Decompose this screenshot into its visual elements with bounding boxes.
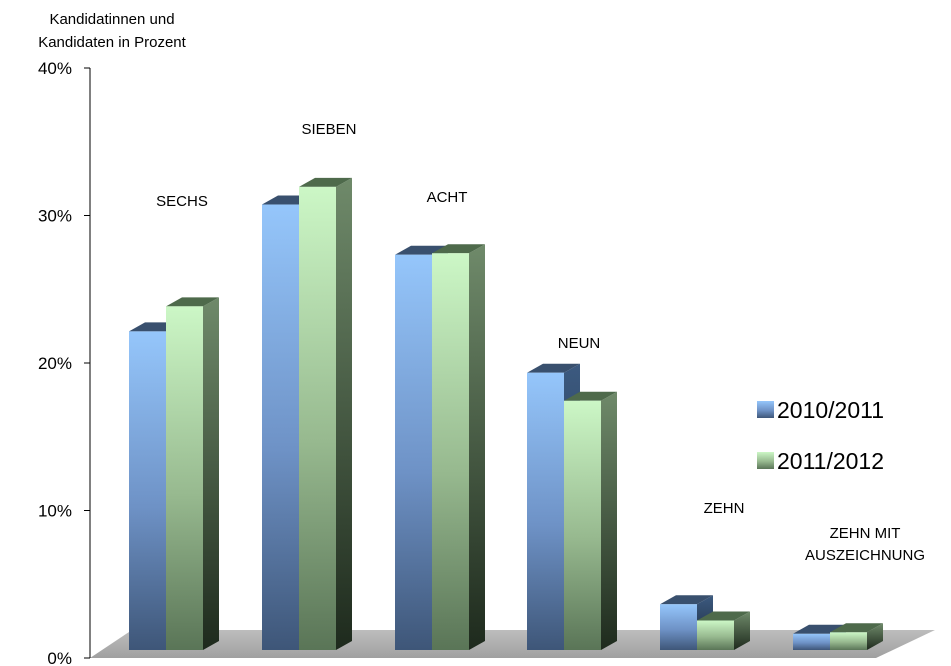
bar-side: [867, 623, 883, 650]
bar-front: [527, 372, 564, 650]
bar: [432, 244, 485, 650]
bar: [166, 297, 219, 650]
bar-top: [697, 611, 750, 621]
bar-side: [734, 611, 750, 650]
category-label: NEUN: [558, 335, 601, 352]
y-tick-label: 20%: [38, 354, 72, 373]
legend-label-2010-2011: 2010/2011: [777, 397, 884, 423]
bar-top: [564, 391, 617, 401]
bar-front: [793, 633, 830, 650]
bar: [830, 623, 883, 650]
bar: [299, 177, 352, 650]
bar-front: [660, 604, 697, 650]
bar-front: [830, 632, 867, 650]
bar-top: [660, 595, 713, 605]
bar-top: [432, 244, 485, 254]
bar-top: [299, 177, 352, 187]
category-label: SECHS: [156, 193, 208, 210]
bar-front: [564, 400, 601, 650]
category-labels: SECHS SIEBEN ACHT NEUN ZEHN ZEHN MIT AUSZEICHN…: [156, 121, 925, 564]
bar-top: [166, 297, 219, 307]
bar-top: [527, 363, 580, 373]
bar-front: [299, 186, 336, 650]
bar-front: [697, 620, 734, 650]
legend: 2010/2011 2011/2012: [757, 397, 884, 474]
category-label: ZEHN: [704, 500, 745, 517]
y-axis-label-line-1: Kandidatinnen und: [49, 11, 174, 28]
y-tick-label: 40%: [38, 59, 72, 78]
category-label: ACHT: [427, 189, 468, 206]
bar-front: [262, 204, 299, 651]
legend-swatch-2011-2012: [757, 452, 774, 469]
bar-front: [395, 254, 432, 650]
y-tick-label: 0%: [47, 649, 72, 666]
bar-front: [432, 253, 469, 650]
bar: [697, 611, 750, 650]
category-label: AUSZEICHNUNG: [805, 547, 925, 564]
bar-side: [601, 391, 617, 650]
legend-swatch-2010-2011: [757, 401, 774, 418]
y-tick-label: 10%: [38, 502, 72, 521]
y-tick-label: 30%: [38, 207, 72, 226]
y-axis-label-line-2: Kandidaten in Prozent: [38, 34, 186, 51]
bars-group: [129, 177, 883, 651]
category-label: ZEHN MIT: [830, 525, 901, 542]
bar-side: [203, 297, 219, 650]
legend-label-2011-2012: 2011/2012: [777, 448, 884, 474]
bar-front: [166, 306, 203, 650]
bar-front: [129, 331, 166, 650]
bar-side: [469, 244, 485, 650]
category-label: SIEBEN: [301, 121, 356, 138]
bar-top: [830, 623, 883, 633]
bar: [564, 391, 617, 650]
y-axis-ticks: 0% 10% 20% 30% 40%: [38, 59, 90, 666]
bar-side: [336, 177, 352, 650]
